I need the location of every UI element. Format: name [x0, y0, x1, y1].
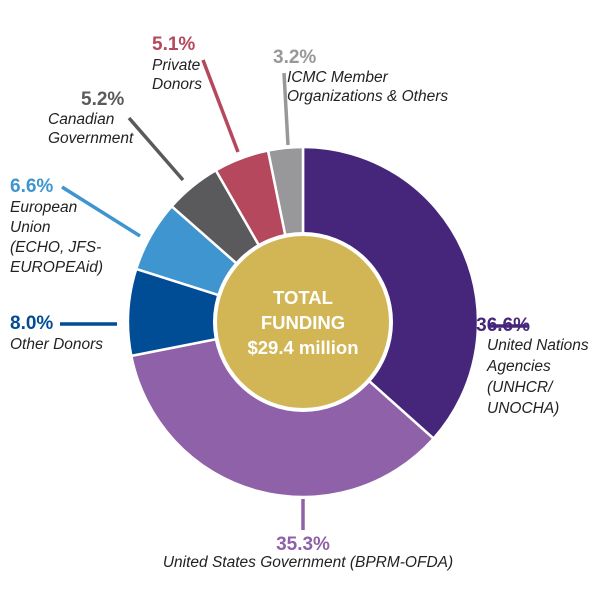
slice-label-2-line-0: Other Donors [10, 336, 103, 353]
leader-line-4 [127, 116, 185, 182]
slice-label-3-line-1: Union [10, 219, 51, 236]
slice-percent-3: 6.6% [10, 176, 53, 197]
slice-label-0-line-0: United Nations [487, 337, 589, 354]
center-label: TOTAL FUNDING $29.4 million [247, 287, 358, 358]
center-label-line2: FUNDING [261, 312, 345, 333]
center-circle [213, 232, 393, 412]
slice-percent-0: 36.6% [476, 315, 530, 336]
center-label-line1: TOTAL [273, 287, 333, 308]
slice-label-0-line-3: UNOCHA) [487, 400, 559, 417]
slice-label-3-line-3: EUROPEAid) [10, 259, 103, 276]
slice-label-0-line-2: (UNHCR/ [487, 379, 554, 396]
slice-percent-1: 35.3% [276, 534, 330, 555]
slice-label-3-line-0: European [10, 199, 77, 216]
leader-line-3 [61, 185, 141, 238]
pie-slice-0 [301, 145, 480, 440]
slice-label-0-line-1: Agencies [486, 358, 551, 375]
leader-line-group [60, 59, 529, 530]
leader-line-6 [282, 72, 290, 146]
slice-label-1-line-0: United States Government (BPRM-OFDA) [163, 554, 453, 571]
slice-percent-4: 5.2% [81, 89, 124, 110]
slice-label-5-line-1: Donors [152, 76, 202, 93]
slice-label-6-line-1: Organizations & Others [287, 88, 448, 105]
slice-label-5-line-0: Private [152, 57, 201, 74]
slice-label-4-line-0: Canadian [48, 111, 114, 128]
slice-labels: 36.6%United Nations Agencies (UNHCR/UNOCHA… [10, 34, 589, 571]
slice-label-4-line-1: Government [48, 130, 134, 147]
slice-label-3-line-2: (ECHO, JFS- [10, 239, 101, 256]
center-label-line3: $29.4 million [247, 337, 358, 358]
slice-percent-6: 3.2% [273, 47, 316, 68]
slice-label-6-line-0: ICMC Member [287, 69, 389, 86]
leader-line-5 [201, 59, 240, 153]
slice-percent-5: 5.1% [152, 34, 195, 55]
slice-percent-2: 8.0% [10, 313, 53, 334]
